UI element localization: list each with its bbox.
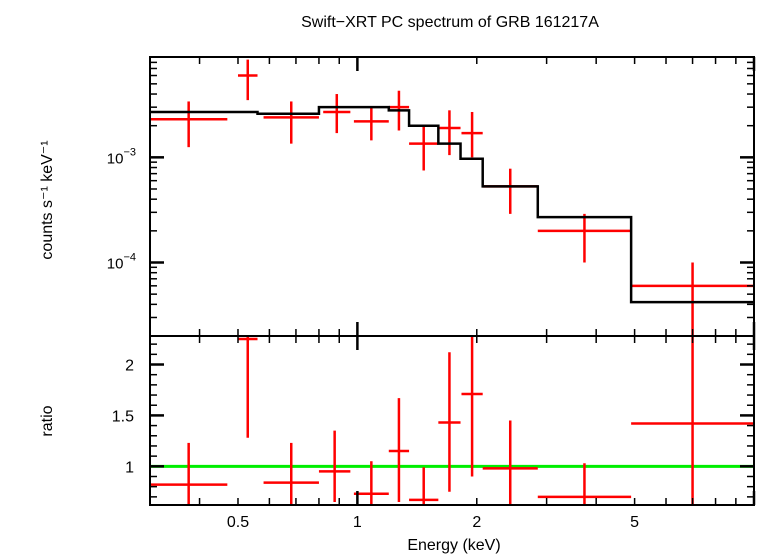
top-panel-frame — [149, 56, 755, 337]
top-data-point-2 — [237, 59, 258, 101]
ratio-data-point-2 — [237, 336, 258, 438]
ratio-data-point-12 — [631, 336, 754, 505]
top-panel-y-tick-labels: 10−3 10−4 — [107, 146, 136, 272]
top-data-point-5 — [353, 107, 389, 141]
ratio-data-point-3 — [263, 442, 319, 505]
top-panel-y-axis-label: counts s⁻¹ keV⁻¹ — [39, 140, 56, 259]
bottom-panel: 11.52 ratio — [39, 335, 756, 506]
bottom-ytick-label-1: 1 — [125, 459, 134, 476]
top-ytick-label-2: 10−4 — [107, 251, 136, 272]
ratio-data-point-7 — [409, 467, 439, 505]
chart-title: Swift−XRT PC spectrum of GRB 161217A — [301, 14, 599, 31]
top-panel-model — [150, 105, 754, 304]
bottom-panel-y-axis-label: ratio — [39, 405, 56, 436]
x-tick-label-4: 5 — [630, 514, 639, 531]
top-data-point-4 — [323, 94, 351, 134]
ratio-data-point-10 — [482, 420, 538, 505]
ratio-data-point-9 — [461, 336, 483, 477]
bottom-panel-frame — [149, 335, 755, 506]
x-tick-label-2: 1 — [353, 514, 362, 531]
x-axis-label: Energy (keV) — [407, 537, 500, 554]
top-data-point-12 — [631, 262, 754, 336]
ratio-data-point-5 — [353, 461, 389, 505]
top-panel: 10−3 10−4 counts s⁻¹ keV⁻¹ — [39, 56, 756, 337]
bottom-ytick-label-3: 2 — [125, 358, 134, 375]
top-panel-data — [150, 59, 754, 336]
top-data-point-8 — [438, 110, 461, 156]
top-data-point-7 — [409, 125, 439, 171]
ratio-data-point-11 — [537, 463, 632, 505]
bottom-panel-y-tick-labels: 11.52 — [112, 358, 134, 477]
x-tick-label-1: 0.5 — [227, 514, 249, 531]
ratio-data-point-8 — [438, 352, 461, 492]
ratio-data-point-1 — [150, 442, 228, 505]
top-data-point-1 — [150, 101, 228, 148]
top-panel-ticks — [149, 57, 756, 337]
x-tick-labels: 0.5 1 2 5 — [227, 514, 639, 531]
top-ytick-label-1: 10−3 — [107, 146, 136, 167]
top-data-point-11 — [537, 213, 632, 263]
ratio-data-point-6 — [388, 398, 410, 502]
x-tick-label-3: 2 — [472, 514, 481, 531]
top-data-point-10 — [482, 168, 538, 214]
top-data-point-9 — [461, 111, 483, 158]
ratio-data-point-4 — [318, 430, 351, 502]
bottom-panel-ticks — [149, 336, 756, 505]
bottom-panel-data — [150, 336, 754, 505]
top-data-point-3 — [263, 101, 319, 144]
bottom-ytick-label-2: 1.5 — [112, 408, 134, 425]
model-step-line — [150, 105, 754, 304]
